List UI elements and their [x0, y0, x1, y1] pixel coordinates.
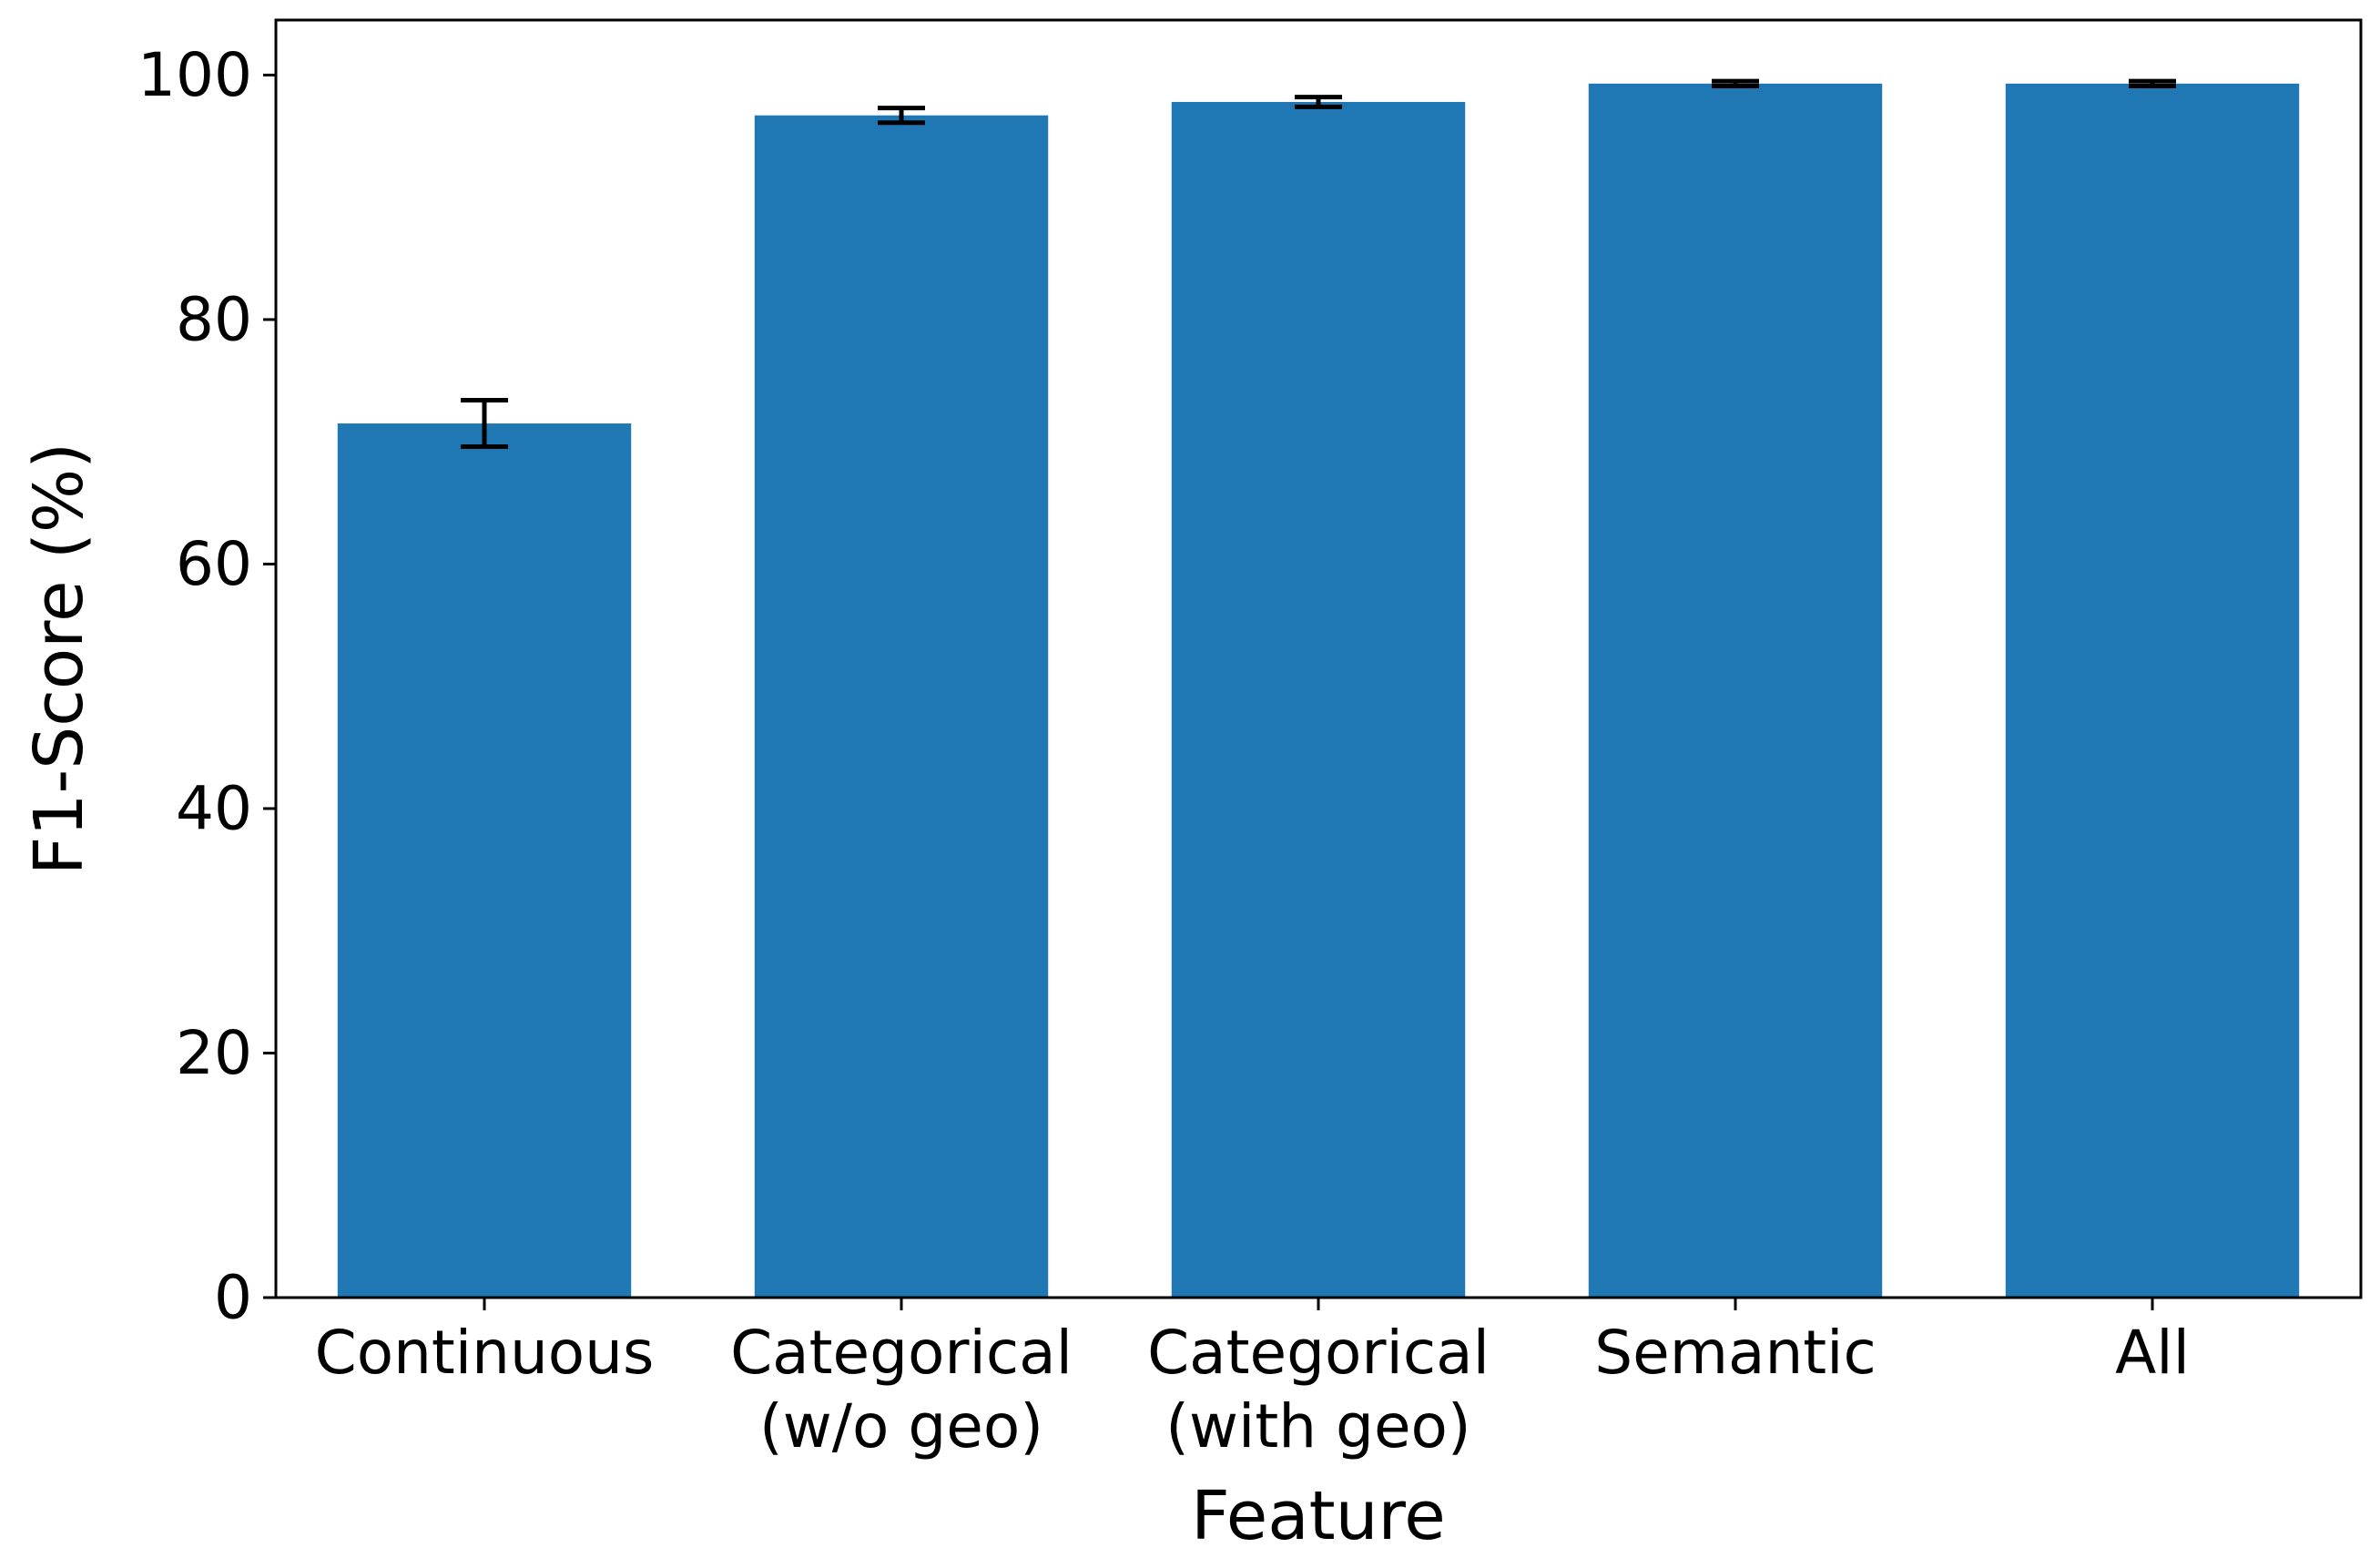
x-tick-label-1-line-1: (w/o geo) — [759, 1391, 1043, 1461]
x-axis-title: Feature — [1191, 1477, 1446, 1555]
x-tick-label-1-line-0: Categorical — [730, 1318, 1073, 1388]
y-tick-label-2: 40 — [176, 773, 252, 843]
y-tick-label-0: 0 — [214, 1263, 252, 1333]
bar-3 — [1588, 83, 1883, 1298]
bars-group — [337, 83, 2300, 1298]
errorbars-group — [461, 78, 2176, 450]
bar-1 — [754, 115, 1049, 1298]
x-tick-label-0: Continuous — [315, 1318, 655, 1388]
y-tick-label-4: 80 — [176, 284, 252, 354]
bar-0 — [337, 423, 632, 1298]
bar-4 — [2005, 83, 2300, 1298]
x-tick-label-2-line-0: Categorical — [1147, 1318, 1490, 1388]
y-axis: 0 20 40 60 80 100 — [137, 40, 276, 1333]
y-axis-title: F1-Score (%) — [20, 443, 98, 875]
bar-2 — [1171, 101, 1466, 1298]
x-tick-label-3: Semantic — [1594, 1318, 1877, 1388]
y-tick-label-5: 100 — [137, 40, 252, 110]
x-tick-label-2-line-1: (with geo) — [1165, 1391, 1470, 1461]
y-tick-label-1: 20 — [176, 1018, 252, 1088]
y-tick-label-3: 60 — [176, 529, 252, 599]
x-tick-label-4: All — [2115, 1318, 2190, 1388]
x-axis: Continuous Categorical(w/o geo)Categorica… — [315, 1298, 2190, 1461]
